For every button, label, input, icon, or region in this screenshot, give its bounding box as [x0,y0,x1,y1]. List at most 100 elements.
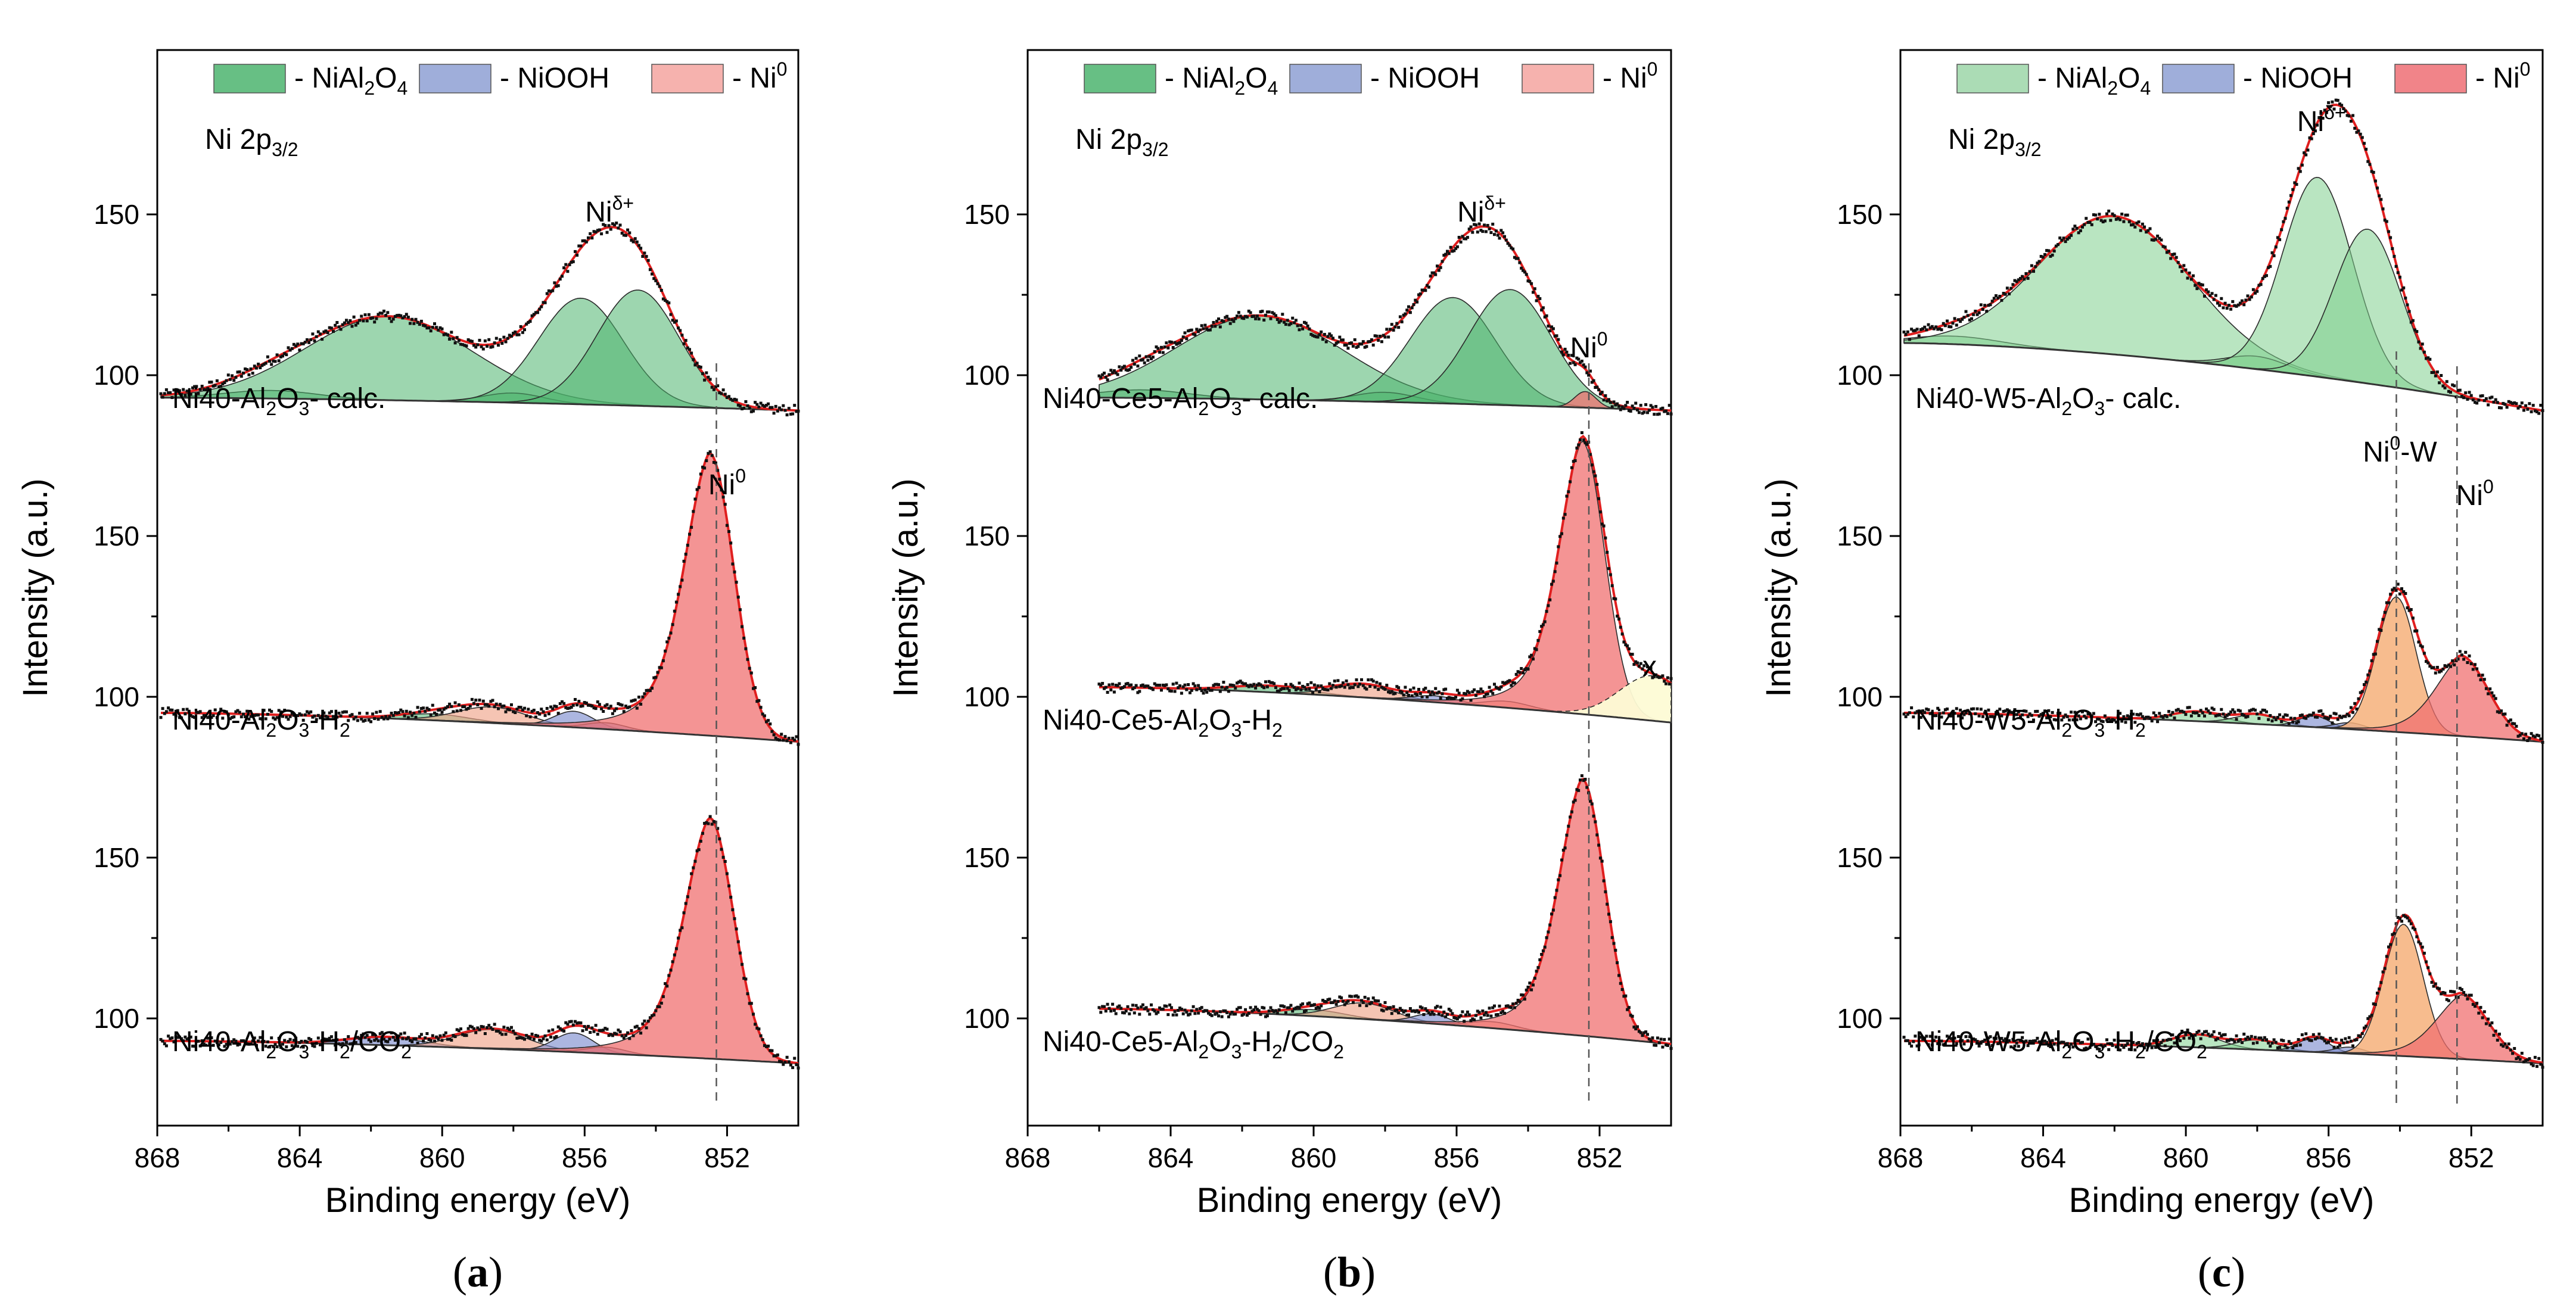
data-point [692,358,695,362]
data-point [631,1034,635,1037]
data-point [787,407,791,410]
data-point [615,222,618,225]
data-point [2088,221,2092,224]
data-point [1592,379,1595,382]
data-point [1379,682,1382,685]
data-point [2013,1045,2017,1048]
data-point [534,1034,537,1037]
data-point [2342,107,2345,110]
data-point [2278,1046,2282,1049]
data-point [1207,328,1210,332]
data-point [1357,685,1360,688]
data-point [1355,678,1358,681]
data-point [1269,317,1273,320]
data-point [1501,1009,1505,1013]
data-point [1523,668,1526,671]
data-point [752,409,755,413]
data-point [298,1041,301,1045]
data-point [1602,879,1606,883]
data-point [1283,320,1286,324]
data-point [708,450,712,454]
data-point [617,226,620,230]
data-point [2207,1032,2210,1036]
data-point [262,363,266,366]
legend-label: - NiOOH [1370,63,1480,94]
data-point [1610,405,1614,409]
data-point [759,706,763,709]
data-point [2319,111,2323,115]
data-point [536,711,539,714]
data-point [466,706,470,710]
data-point [1609,920,1612,924]
data-point [1225,1011,1229,1014]
data-point [1951,322,1955,325]
data-point [406,716,410,719]
data-point [1466,236,1469,239]
data-point [736,940,740,943]
data-point [759,401,763,405]
data-point [259,366,262,369]
data-point [2188,271,2191,275]
data-point [725,872,729,875]
data-point [584,702,588,705]
data-point [1267,310,1271,314]
data-point [1651,406,1654,409]
data-point [2425,357,2428,360]
data-point [167,1034,170,1038]
data-point [2002,1039,2005,1042]
data-point [1486,224,1489,227]
data-point [1306,324,1309,328]
data-point [1540,625,1544,628]
data-point [631,240,635,244]
data-point [2321,1036,2325,1040]
data-point [1156,684,1160,687]
data-point [354,715,357,719]
data-point [2393,931,2396,935]
data-point [2477,398,2481,402]
data-point [1287,323,1291,326]
data-point [2524,733,2528,736]
data-point [2174,1036,2178,1039]
data-point [2526,407,2530,411]
data-point [1962,1042,1966,1046]
data-point [1498,1004,1501,1008]
data-point [1181,1012,1185,1015]
data-point [1516,257,1520,260]
data-point [1927,1043,1930,1046]
data-point [755,700,759,703]
data-point [1659,1037,1663,1041]
data-point [2460,988,2463,992]
data-point [2432,984,2435,988]
data-point [2182,1036,2186,1040]
data-point [2195,1031,2199,1034]
data-point [1503,235,1506,238]
data-point [2272,254,2276,257]
data-point [2169,1037,2173,1041]
data-point [437,328,440,332]
data-point [1267,680,1271,683]
data-point [553,705,556,708]
data-point [2231,708,2235,712]
data-point [2421,945,2424,949]
data-point [1532,658,1535,660]
data-point [345,710,348,713]
data-point [2005,286,2009,290]
data-point [2085,716,2088,719]
data-point [1116,373,1119,376]
data-point [630,699,633,703]
data-point [316,713,320,717]
data-point [2189,278,2193,281]
data-point [1402,1010,1405,1014]
data-point [2445,665,2449,668]
data-point [1274,314,1277,317]
data-point [780,733,783,736]
data-point [2257,1036,2261,1040]
data-point [2203,1030,2206,1033]
data-point [575,254,579,257]
data-point [410,713,414,717]
data-point [1169,689,1173,693]
data-point [1418,1005,1422,1009]
data-point [187,1037,191,1040]
data-point [386,1040,390,1043]
data-point [1661,406,1665,410]
